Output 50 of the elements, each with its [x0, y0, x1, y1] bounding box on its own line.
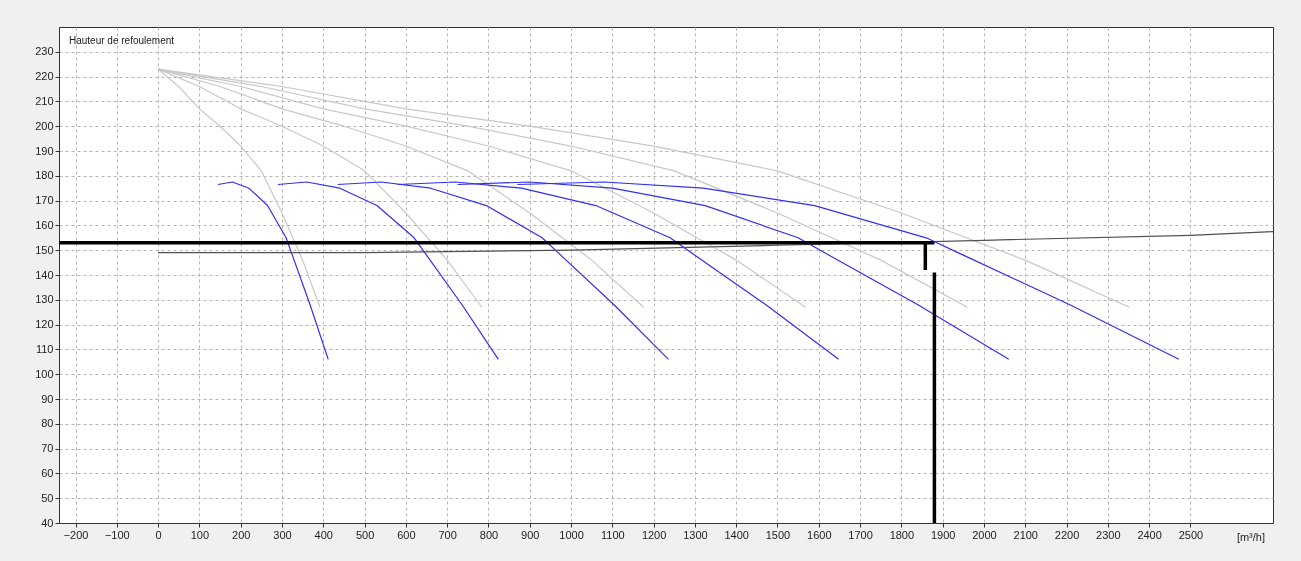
x-tick-label: 2500: [1178, 528, 1204, 541]
y-tick-label: 60: [41, 466, 54, 479]
x-tick-label: 700: [438, 528, 457, 541]
y-tick-label: 200: [35, 119, 54, 132]
y-tick-label: 130: [35, 293, 54, 306]
y-tick-label: 150: [35, 243, 54, 256]
x-tick-label: 100: [190, 528, 210, 541]
x-tick-label: 1500: [765, 528, 791, 541]
x-tick-label: 1000: [559, 528, 584, 541]
x-tick-label: 1400: [724, 528, 749, 541]
y-tick-label: 180: [35, 169, 54, 182]
y-tick-label: 170: [35, 194, 54, 207]
x-tick-label: 500: [355, 528, 375, 541]
y-tick-label: 50: [41, 491, 54, 504]
x-tick-label: 2300: [1096, 528, 1121, 541]
x-tick-label: 1700: [848, 528, 873, 541]
x-tick-label: 400: [314, 528, 333, 541]
x-tick-label: 2100: [1013, 528, 1038, 541]
x-tick-label: 1900: [930, 528, 956, 541]
y-tick-label: 210: [35, 94, 54, 107]
x-tick-label: 1800: [889, 528, 915, 541]
y-tick-label: 160: [35, 218, 54, 231]
x-tick-label: −200: [63, 528, 89, 541]
y-tick-label: 220: [35, 70, 54, 83]
y-tick-label: 140: [35, 268, 54, 281]
x-tick-label: 1300: [683, 528, 708, 541]
x-tick-label: 800: [479, 528, 499, 541]
y-tick-label: 40: [41, 516, 54, 529]
y-axis-title: Hauteur de refoulement: [69, 35, 175, 46]
x-tick-label: 1100: [600, 528, 625, 541]
x-tick-label: 600: [397, 528, 416, 541]
x-tick-label: 2400: [1137, 528, 1162, 541]
y-tick-label: 90: [41, 392, 54, 405]
x-tick-label: 200: [232, 528, 251, 541]
x-tick-label: 2200: [1054, 528, 1080, 541]
y-tick-label: 120: [35, 318, 54, 331]
x-tick-label: 1600: [807, 528, 832, 541]
y-tick-label: 70: [41, 442, 54, 455]
y-tick-label: 80: [41, 417, 54, 430]
x-tick-label: 900: [521, 528, 540, 541]
x-tick-label: 1200: [641, 528, 667, 541]
x-axis-title: [m³/h]: [1236, 531, 1265, 543]
y-tick-label: 100: [35, 367, 54, 380]
x-tick-label: 0: [155, 528, 162, 541]
x-tick-label: −100: [104, 528, 130, 541]
x-tick-label: 300: [273, 528, 292, 541]
y-tick-label: 110: [35, 342, 54, 355]
x-tick-label: 2000: [972, 528, 997, 541]
y-tick-label: 230: [35, 45, 54, 58]
y-tick-label: 190: [35, 144, 54, 157]
